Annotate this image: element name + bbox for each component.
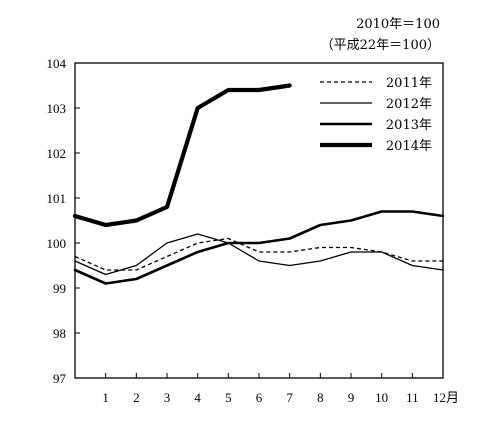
x-tick-label: 11 [406, 390, 419, 405]
series-line-3 [72, 83, 292, 228]
axes: 97 98 99 100 101 102 103 104 1 2 3 4 5 6 7 8 9 10 11 12月 [47, 56, 460, 405]
series-lines [72, 83, 445, 285]
x-tick-label: 7 [286, 390, 293, 405]
y-tick-label: 99 [53, 281, 66, 296]
x-tick-label: 4 [194, 390, 201, 405]
x-tick-label: 9 [348, 390, 355, 405]
series-line-1 [74, 233, 444, 276]
y-tick-label: 104 [47, 56, 67, 71]
y-tick-label: 100 [47, 236, 67, 251]
legend-label-2: 2013年 [386, 118, 432, 133]
legend-label-1: 2012年 [386, 97, 432, 112]
chart-note-2: （平成22年＝100） [321, 38, 440, 53]
y-tick-label: 102 [47, 146, 67, 161]
x-tick-label: 8 [317, 390, 324, 405]
legend-label-0: 2011年 [386, 76, 432, 91]
series-line-2 [73, 210, 445, 285]
y-tick-label: 103 [47, 101, 67, 116]
y-tick-label: 97 [53, 371, 67, 386]
x-tick-label: 3 [164, 390, 171, 405]
y-tick-label: 98 [53, 326, 66, 341]
chart-note-1: 2010年＝100 [356, 17, 440, 32]
y-tick-label: 101 [47, 191, 67, 206]
x-tick-label: 5 [225, 390, 232, 405]
x-tick-label: 1 [102, 390, 109, 405]
legend-label-3: 2014年 [386, 139, 432, 154]
x-tick-label: 6 [256, 390, 263, 405]
x-tick-label: 12月 [433, 390, 459, 405]
x-tick-label: 10 [375, 390, 388, 405]
legend: 2011年 2012年 2013年 2014年 [320, 76, 432, 154]
x-tick-label: 2 [133, 390, 140, 405]
series-line-0 [74, 237, 443, 271]
